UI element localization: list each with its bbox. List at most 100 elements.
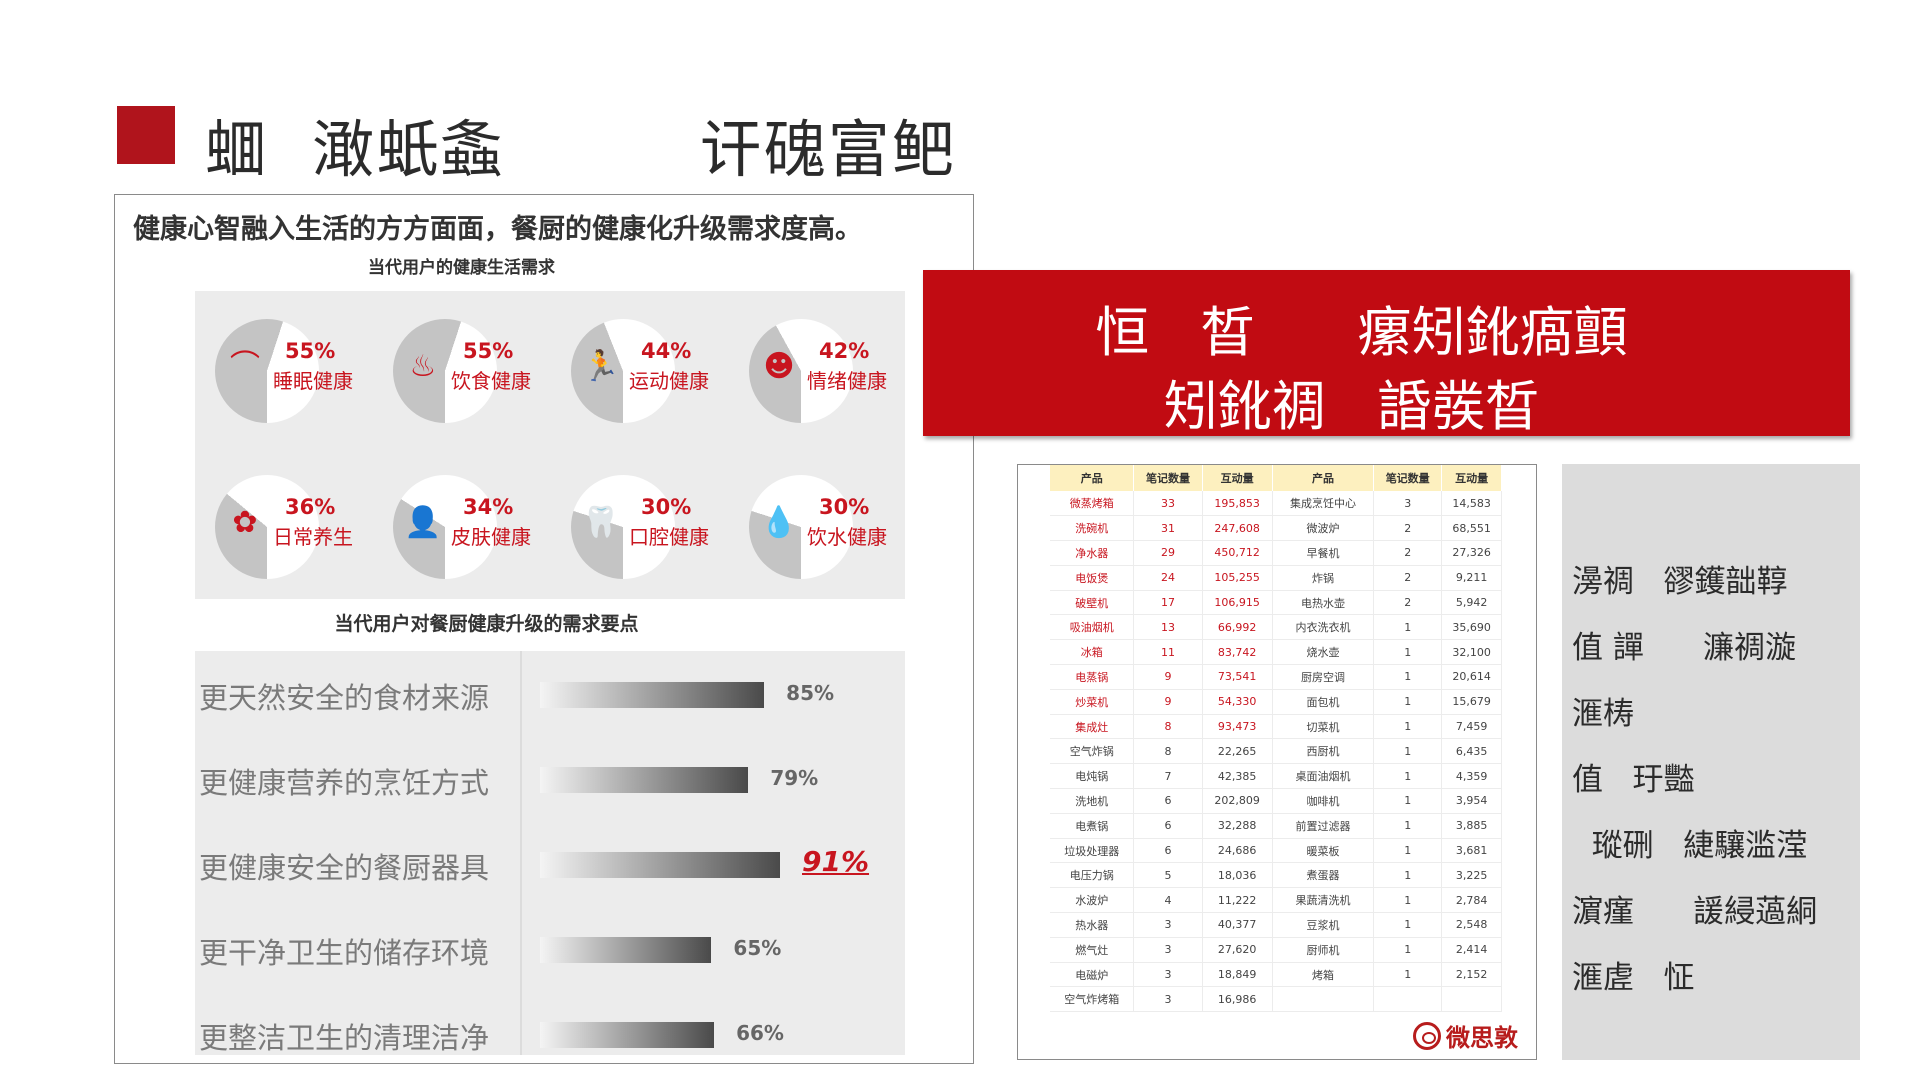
brand-logo: 微思敦 [1413, 1018, 1518, 1053]
water-drop-icon: 💧 [760, 505, 798, 540]
table-row: 吸油烟机 13 66,992 内衣洗衣机 1 35,690 [1050, 614, 1502, 641]
table-cell: 净水器 [1050, 540, 1135, 566]
table-cell: 1 [1373, 614, 1443, 641]
table-row: 洗碗机 31 247,608 微波炉 2 68,551 [1050, 515, 1502, 542]
table-row: 垃圾处理器 6 24,686 暖菜板 1 3,681 [1050, 838, 1502, 864]
table-cell: 4,359 [1441, 763, 1502, 790]
table-header-cell: 笔记数量 [1133, 465, 1203, 491]
table-cell: 3,681 [1441, 838, 1502, 864]
bar [540, 852, 780, 878]
table-cell: 空气炸烤箱 [1050, 986, 1135, 1013]
table-cell: 6 [1133, 838, 1203, 864]
pie-label: 情绪健康 [807, 369, 887, 393]
table-cell: 93,473 [1202, 714, 1273, 740]
bar-value-label: 79% [770, 766, 819, 790]
person-icon: 👤 [404, 505, 442, 540]
table-row: 空气炸锅 8 22,265 西厨机 1 6,435 [1050, 738, 1502, 765]
table-cell: 450,712 [1202, 540, 1273, 566]
table-cell: 54,330 [1202, 689, 1273, 715]
side-text-line: 值 玗豓 [1572, 762, 1695, 798]
table-cell: 2,548 [1441, 912, 1502, 938]
table-cell: 咖啡机 [1272, 788, 1375, 814]
pie-label: 皮肤健康 [451, 525, 531, 549]
table-cell: 洗碗机 [1050, 515, 1135, 542]
table-cell: 炒菜机 [1050, 689, 1135, 715]
table-cell: 1 [1373, 838, 1443, 864]
bar-value-label: 65% [733, 936, 782, 960]
table-cell: 7 [1133, 763, 1203, 790]
bar-divider [520, 651, 522, 1055]
table-cell: 微波炉 [1272, 515, 1375, 542]
table-cell: 早餐机 [1272, 540, 1375, 566]
table-row: 电蒸锅 9 73,541 厨房空调 1 20,614 [1050, 664, 1502, 690]
pie-slice [571, 319, 675, 423]
table-cell: 1 [1373, 788, 1443, 814]
table-cell: 32,100 [1441, 639, 1502, 666]
table-cell: 35,690 [1441, 614, 1502, 641]
table-cell: 集成灶 [1050, 714, 1135, 740]
pie-item: ✿ 36% 日常养生 [203, 467, 378, 587]
table-cell: 5,942 [1441, 590, 1502, 616]
table-cell: 9 [1133, 664, 1203, 690]
table-cell: 27,620 [1202, 937, 1273, 963]
table-cell: 豆浆机 [1272, 912, 1375, 938]
table-cell: 32,288 [1202, 813, 1273, 839]
pie-percent: 34% [463, 495, 514, 519]
table-cell: 电蒸锅 [1050, 664, 1135, 690]
table-cell: 24 [1133, 565, 1203, 591]
table-cell: 3 [1133, 962, 1203, 988]
upgrade-needs-bar-chart: 更天然安全的食材来源 85% 更健康营养的烹饪方式 79% 更健康安全的餐厨器具 91% 更… [195, 651, 905, 1055]
table-cell: 内衣洗衣机 [1272, 614, 1375, 641]
side-text-line: 濵瘽 諼綅薖絧 [1572, 894, 1818, 930]
food-icon: ♨ [409, 349, 437, 384]
pie-label: 饮水健康 [807, 525, 887, 549]
table-cell: 9,211 [1441, 565, 1502, 591]
pie-slice [393, 475, 497, 579]
table-cell: 空气炸锅 [1050, 738, 1135, 765]
pie-item: 👤 34% 皮肤健康 [381, 467, 556, 587]
table-row: 电煮锅 6 32,288 前置过滤器 1 3,885 [1050, 813, 1502, 839]
table-cell: 暖菜板 [1272, 838, 1375, 864]
table-cell: 2 [1373, 565, 1443, 591]
pie-label: 睡眠健康 [273, 369, 353, 393]
health-needs-pie-grid: ⌒ 55% 睡眠健康 ♨ 55% 饮食健康 🏃 44% 运动健康 ☻ 42% 情绪健康 ✿ 36% 日常养生… [195, 291, 905, 599]
bar [540, 682, 765, 708]
table-cell: 8 [1133, 738, 1203, 765]
table-row: 微蒸烤箱 33 195,853 集成烹饪中心 3 14,583 [1050, 491, 1502, 517]
logo-mark-icon [1413, 1021, 1441, 1050]
pie-slice [215, 475, 319, 579]
bar [540, 767, 749, 793]
pie-slice [215, 319, 319, 423]
table-cell [1272, 986, 1375, 1013]
table-cell: 厨房空调 [1272, 664, 1375, 690]
pie-percent: 42% [819, 339, 870, 363]
side-text-line: 值 譂 濂禂漩 [1572, 630, 1796, 666]
table-cell: 2,152 [1441, 962, 1502, 988]
side-text-line: 滙虗 怔 [1572, 960, 1695, 996]
table-cell: 68,551 [1441, 515, 1502, 542]
table-row: 电磁炉 3 18,849 烤箱 1 2,152 [1050, 962, 1502, 988]
table-cell: 煮蛋器 [1272, 862, 1375, 889]
bar-value-label: 66% [736, 1021, 784, 1045]
table-cell: 18,849 [1202, 962, 1273, 988]
table-cell: 8 [1133, 714, 1203, 740]
table-cell: 1 [1373, 714, 1443, 740]
table-row: 集成灶 8 93,473 切菜机 1 7,459 [1050, 714, 1502, 740]
bar-label: 更天然安全的食材来源 [199, 681, 490, 715]
table-cell: 247,608 [1202, 515, 1273, 542]
table-cell: 33 [1133, 491, 1203, 517]
table-cell: 厨师机 [1272, 937, 1375, 963]
smiley-icon: ☻ [763, 349, 795, 384]
table-cell: 202,809 [1202, 788, 1273, 814]
table-cell: 2 [1373, 540, 1443, 566]
table-header-cell: 笔记数量 [1373, 465, 1443, 491]
table-cell: 电压力锅 [1050, 862, 1135, 889]
table-cell: 吸油烟机 [1050, 614, 1135, 641]
table-cell: 电热水壶 [1272, 590, 1375, 616]
table-cell: 6 [1133, 813, 1203, 839]
table-cell: 1 [1373, 738, 1443, 765]
table-row: 洗地机 6 202,809 咖啡机 1 3,954 [1050, 788, 1502, 814]
table-row: 电压力锅 5 18,036 煮蛋器 1 3,225 [1050, 862, 1502, 889]
pie-slice [749, 475, 853, 579]
table-cell: 22,265 [1202, 738, 1273, 765]
